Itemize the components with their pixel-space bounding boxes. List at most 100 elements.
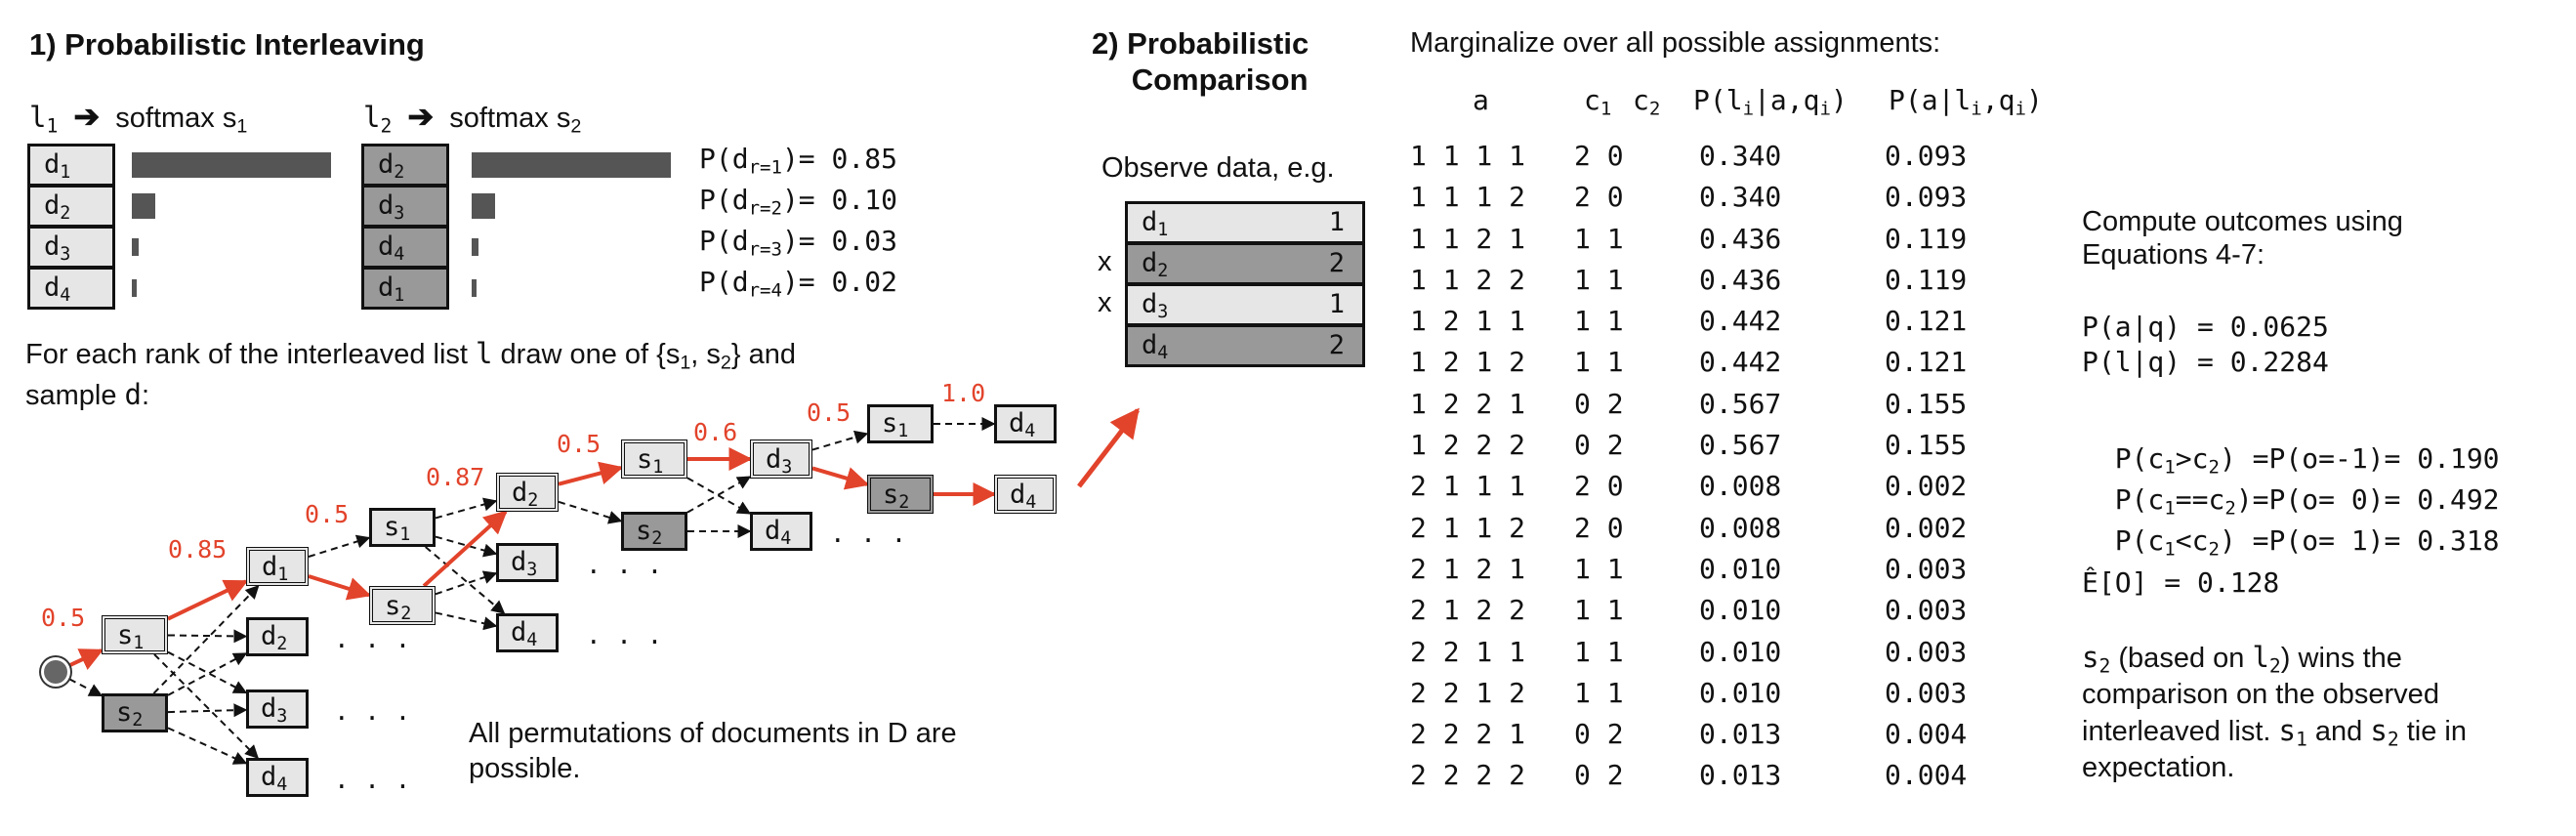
- tree-node-s2: s2: [369, 586, 436, 625]
- tree-edge: [167, 727, 248, 765]
- prob-assignment-cell: 0.003: [1885, 676, 1968, 709]
- tree-node-d3: d3: [496, 543, 559, 582]
- observed-doc-3: d3 1: [1125, 283, 1365, 326]
- prob-a-given-q: P(a|q) = 0.0625: [2082, 311, 2329, 343]
- continuation-ellipsis: . . .: [334, 697, 411, 727]
- assignment-cell: 2 1 1 1: [1410, 470, 1526, 503]
- list2-doc-3: d4: [361, 226, 449, 269]
- tree-edge: [167, 629, 248, 644]
- tree-edge-selected: [422, 510, 508, 588]
- continuation-ellipsis: . . .: [334, 766, 411, 795]
- prob-list-cell: 0.010: [1699, 594, 1782, 627]
- clicks-cell: 1 1: [1574, 222, 1624, 255]
- table-row: 2 2 1 2 1 1 0.010 0.003: [1410, 673, 2041, 714]
- list1-softmax-bar: [132, 152, 331, 178]
- compute-heading: Compute outcomes using Equations 4-7:: [2082, 206, 2403, 271]
- continuation-ellipsis: . . .: [830, 520, 907, 549]
- tree-edge: [167, 650, 248, 694]
- table-row: 1 1 1 2 2 0 0.340 0.093: [1410, 177, 2041, 218]
- tree-node-d2: d2: [496, 473, 559, 512]
- clicks-cell: 1 1: [1574, 635, 1624, 668]
- tree-edge-selected: [68, 648, 104, 670]
- tree-node-d4: d4: [246, 758, 309, 797]
- tree-node-d4: d4: [496, 613, 559, 652]
- prob-c1-eq-c2: P(c1==c2)=P(o= 0)= 0.492: [2114, 483, 2500, 520]
- tree-node-d4: d4: [994, 404, 1057, 443]
- list1-softmax-bar: [132, 279, 137, 297]
- edge-prob-label: 0.6: [693, 418, 738, 446]
- tree-edge: [425, 546, 506, 614]
- prob-list-cell: 0.442: [1699, 305, 1782, 338]
- assignment-cell: 2 1 1 2: [1410, 511, 1526, 544]
- edge-prob-label: 0.5: [305, 500, 350, 528]
- instruction-line2: sample d:: [25, 378, 150, 411]
- tree-edge: [308, 534, 371, 558]
- tree-node-d2: d2: [246, 617, 309, 656]
- clicks-cell: 2 0: [1574, 511, 1624, 544]
- prob-list-cell: 0.567: [1699, 429, 1782, 462]
- instruction-line1: For each rank of the interleaved list l …: [25, 337, 797, 374]
- tree-edge: [152, 584, 260, 694]
- tree-node-s1: s1: [867, 404, 934, 443]
- tree-edge: [435, 570, 498, 596]
- assignment-cell: 2 2 1 1: [1410, 635, 1526, 668]
- clicks-cell: 1 1: [1574, 263, 1624, 296]
- clicks-cell: 2 0: [1574, 470, 1624, 503]
- clicks-cell: 1 1: [1574, 676, 1624, 709]
- list1-softmax-bar: [132, 193, 155, 219]
- clicks-cell: 2 0: [1574, 181, 1624, 214]
- continuation-ellipsis: . . .: [586, 621, 663, 650]
- prob-assignment-cell: 0.093: [1885, 181, 1968, 214]
- continuation-ellipsis: . . .: [334, 625, 411, 654]
- list1-doc-2: d2: [27, 185, 115, 228]
- tree-node-s2: s2: [102, 693, 168, 732]
- section3-title: Marginalize over all possible assignment…: [1410, 27, 1941, 59]
- list1-header: l1 ➔ softmax s1: [29, 99, 248, 138]
- prob-list-cell: 0.442: [1699, 346, 1782, 379]
- prob-assignment-cell: 0.004: [1885, 759, 1968, 792]
- prob-list-cell: 0.567: [1699, 387, 1782, 420]
- clicked-mark: x: [1098, 287, 1112, 318]
- prob-list-cell: 0.010: [1699, 676, 1782, 709]
- table-row: 2 1 1 2 2 0 0.008 0.002: [1410, 508, 2041, 549]
- prob-c1-gt-c2: P(c1>c2) =P(o=-1)= 0.190: [2114, 442, 2500, 479]
- table-row: 2 1 1 1 2 0 0.008 0.002: [1410, 466, 2041, 507]
- tree-edge-selected: [308, 574, 372, 601]
- rank-prob-1: P(dr=1)= 0.85: [699, 143, 897, 179]
- assignment-cell: 1 1 2 2: [1410, 263, 1526, 296]
- clicked-mark: x: [1098, 246, 1112, 277]
- observed-doc-4: d4 2: [1125, 324, 1365, 367]
- tree-node-d4: d4: [750, 512, 812, 551]
- table-row: 2 2 1 1 1 1 0.010 0.003: [1410, 632, 2041, 673]
- prob-list-cell: 0.013: [1699, 759, 1782, 792]
- edge-prob-label: 0.5: [41, 604, 86, 632]
- rank-prob-2: P(dr=2)= 0.10: [699, 184, 897, 220]
- prob-assignment-cell: 0.002: [1885, 470, 1968, 503]
- table-row: 1 2 2 2 0 2 0.567 0.155: [1410, 425, 2041, 466]
- prob-list-cell: 0.010: [1699, 635, 1782, 668]
- tree-edge: [435, 497, 498, 520]
- rank-prob-4: P(dr=4)= 0.02: [699, 266, 897, 302]
- assignment-cell: 2 2 1 2: [1410, 676, 1526, 709]
- list2-softmax-bar: [472, 279, 477, 297]
- prob-assignment-cell: 0.155: [1885, 387, 1968, 420]
- tree-node-s2: s2: [867, 475, 934, 514]
- edge-prob-label: 0.5: [807, 398, 852, 427]
- tree-node-s1: s1: [621, 439, 687, 479]
- tree-node-s1: s1: [369, 508, 436, 547]
- prob-list-cell: 0.008: [1699, 511, 1782, 544]
- assignment-cell: 2 1 2 2: [1410, 594, 1526, 627]
- table-row: 2 1 2 1 1 1 0.010 0.003: [1410, 549, 2041, 590]
- list2-softmax-bar: [472, 238, 478, 256]
- tree-node-s2: s2: [621, 512, 687, 551]
- tree-edge: [167, 703, 248, 718]
- prob-assignment-cell: 0.121: [1885, 305, 1968, 338]
- prob-assignment-cell: 0.119: [1885, 263, 1968, 296]
- list1-doc-4: d4: [27, 267, 115, 310]
- observe-label: Observe data, e.g.: [1101, 152, 1335, 184]
- table-row: 1 2 1 1 1 1 0.442 0.121: [1410, 301, 2041, 342]
- list2-doc-4: d1: [361, 267, 449, 310]
- table-row: 1 1 2 2 1 1 0.436 0.119: [1410, 260, 2041, 301]
- tree-edge: [167, 652, 248, 696]
- clicks-cell: 0 2: [1574, 387, 1624, 420]
